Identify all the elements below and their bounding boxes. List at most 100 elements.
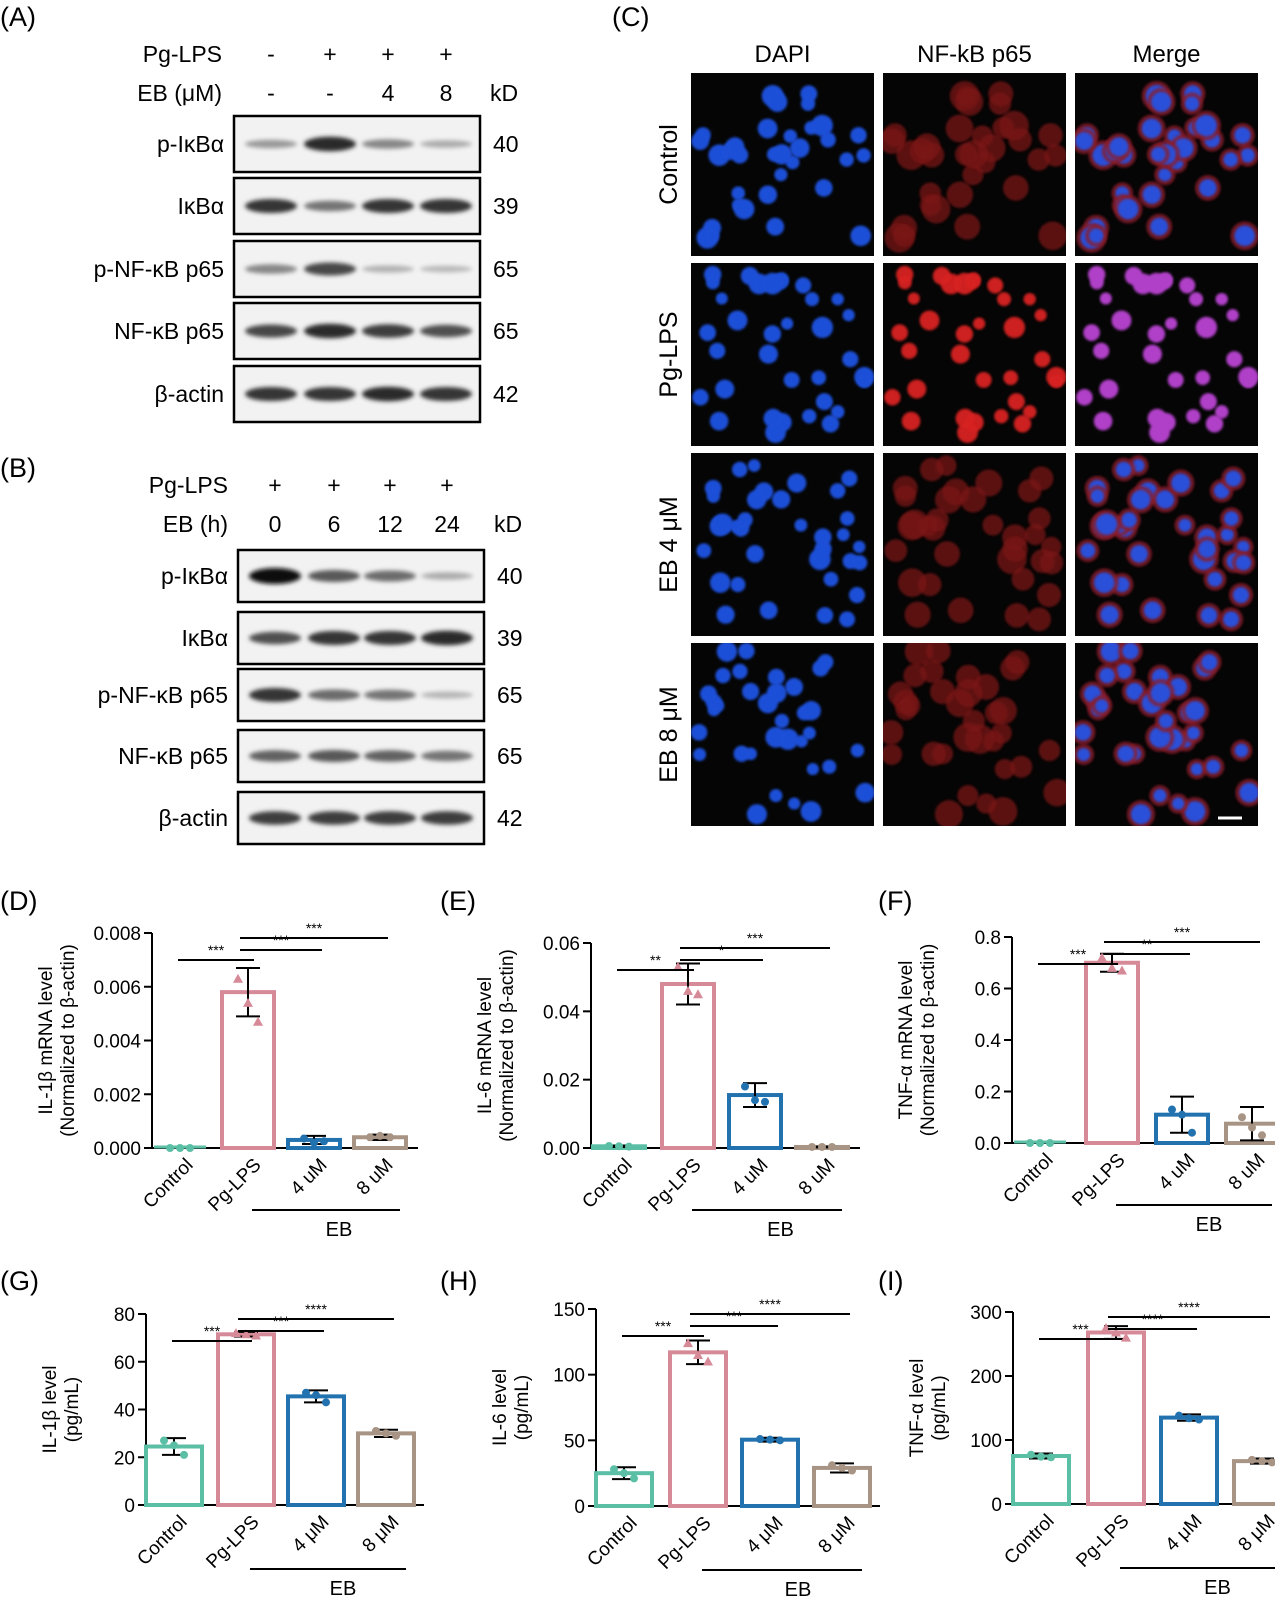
nucleus [716,643,738,662]
nucleus [851,555,868,571]
x-tick-label: 8 uM [353,1155,398,1200]
data-point [818,1142,826,1151]
nucleus [727,310,748,331]
p65-signal [1044,144,1066,167]
nucleus [788,797,801,810]
group-label: EB [785,1579,812,1601]
nucleus [765,726,787,748]
kd-value: 39 [497,625,523,651]
p65-signal [973,317,986,330]
p65-signal [976,793,997,814]
merged-cell [1076,389,1093,406]
data-point [231,1328,241,1338]
p65-signal [954,213,981,240]
data-point [166,1144,174,1152]
y-tick-label: 0.002 [93,1085,141,1106]
p65-signal [994,759,1015,780]
p65-signal [975,469,1003,497]
y-tick-label: 0.2 [975,1083,1001,1104]
p65-signal [1004,603,1030,628]
merged-nucleus [1158,713,1174,729]
data-point [1117,965,1127,975]
nucleus [730,577,746,593]
nucleus [711,699,725,713]
y-tick-label: 0.004 [93,1032,141,1053]
protein-label: NF-κB p65 [114,318,224,344]
merged-nucleus [1095,699,1109,713]
nucleus [759,601,778,620]
x-tick-label: Control [583,1513,641,1571]
merged-cell [1195,370,1211,386]
blot-band [304,262,356,276]
y-tick-label: 100 [553,1366,585,1387]
y-tick-label: 0 [124,1496,135,1517]
data-point [1036,1139,1044,1147]
nucleus [811,370,827,386]
blot-row: β-actin 42 [155,364,519,424]
merged-nucleus [1150,147,1166,162]
treatment-label: EB (μM) [137,80,222,106]
data-point [176,1144,184,1152]
data-point [683,1338,693,1348]
significance-label: *** [1070,946,1087,962]
nucleus [709,342,726,359]
y-tick-label: 0.04 [543,1002,580,1023]
micrograph-tile [1075,73,1258,256]
nucleus [774,168,788,182]
merged-cell [1195,316,1218,339]
p65-signal [1043,778,1066,807]
bar [660,982,716,1150]
p65-signal [899,695,921,717]
nucleus [746,804,767,825]
x-tick-label: 8 uM [795,1155,840,1200]
nucleus [715,667,731,684]
data-point [673,961,683,971]
nucleus [811,316,834,339]
data-point [310,1138,318,1147]
nucleus [738,643,755,660]
nucleus [766,217,785,236]
nucleus [706,489,721,503]
p65-signal [1027,607,1052,632]
nucleus [801,700,821,721]
y-tick-label: 100 [970,1431,1002,1452]
data-point [1258,1131,1266,1140]
x-tick-label: Control [578,1155,636,1213]
micrograph-tile [691,453,874,636]
merged-nucleus [1093,572,1115,593]
blot-row: IκBα 39 [181,610,523,666]
nucleus [769,789,783,803]
p65-signal [883,720,904,745]
nucleus [746,490,767,510]
y-axis-label-units: (Normalized to β-actin) [497,949,518,1142]
merged-nucleus [1240,148,1255,163]
p65-signal [921,741,946,766]
merged-nucleus [1080,543,1096,559]
protein-label: IκBα [181,625,228,651]
merged-nucleus [1200,607,1218,624]
bar [740,1437,800,1508]
merged-nucleus [1142,185,1162,204]
merged-nucleus [1223,611,1240,628]
data-point [1185,1414,1193,1423]
merged-nucleus [1184,96,1200,111]
merged-nucleus [1077,747,1091,761]
y-tick-label: 0 [991,1495,1002,1516]
y-tick-label: 0.0 [975,1134,1001,1155]
y-tick-label: 40 [114,1401,135,1422]
blot-band [249,688,301,702]
significance-label: ** [650,952,661,968]
blot-row: p-IκBα 40 [161,548,523,604]
merged-cell [1145,272,1168,295]
p65-signal [913,133,941,161]
p65-signal [957,785,979,807]
nucleus [839,611,856,628]
significance-label: *** [306,920,323,936]
blot-band [308,631,360,645]
data-point [615,1142,623,1151]
significance-label: *** [1174,924,1191,940]
nucleus [814,540,832,558]
p65-signal [1028,507,1051,530]
merged-nucleus [1234,743,1249,758]
nucleus [763,325,782,343]
